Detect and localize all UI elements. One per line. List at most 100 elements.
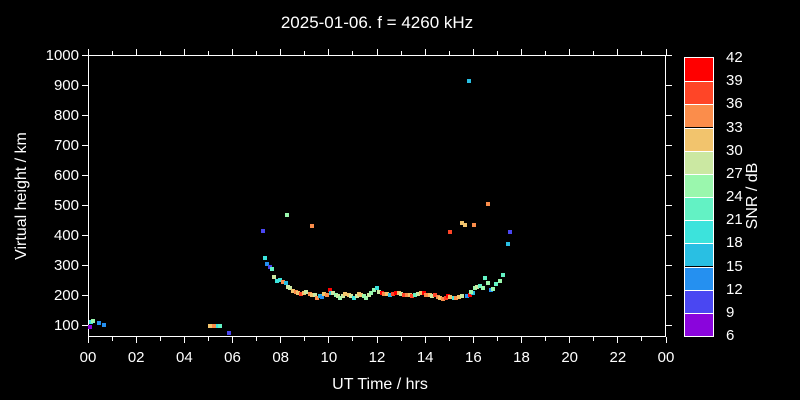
data-point (356, 292, 361, 297)
x-tick-label: 22 (609, 349, 627, 366)
y-tick-right (666, 324, 672, 326)
x-axis-label: UT Time / hrs (332, 376, 428, 393)
colorbar-segment (685, 150, 713, 174)
x-tick-top (545, 51, 547, 55)
x-tick (280, 337, 282, 343)
colorbar-tick-label: 6 (726, 327, 735, 344)
colorbar-tick-label: 39 (726, 72, 743, 90)
y-tick-right (666, 234, 672, 236)
x-tick-top (593, 51, 595, 55)
x-tick-top (256, 51, 258, 55)
x-tick-top (111, 51, 113, 55)
data-point (440, 297, 445, 302)
y-tick-label: 600 (53, 167, 79, 184)
colorbar-tick-label: 36 (726, 95, 743, 113)
data-point (320, 294, 325, 299)
data-point (369, 291, 374, 296)
x-tick (400, 337, 402, 341)
plot-title: 2025-01-06. f = 4260 kHz (280, 13, 474, 32)
colorbar-tick-label: 27 (726, 164, 743, 182)
x-tick-top (569, 49, 571, 55)
colorbar-tick-label: 30 (726, 141, 743, 159)
data-point (415, 291, 420, 296)
x-tick-top (352, 51, 354, 55)
colorbar-tick-label: 33 (726, 118, 743, 136)
x-tick-label: 16 (464, 349, 482, 366)
x-tick (111, 337, 113, 341)
colorbar-segment (685, 58, 713, 82)
y-tick-label: 400 (53, 227, 79, 244)
x-tick-top (496, 51, 498, 55)
data-point (285, 284, 290, 289)
data-point (385, 291, 390, 296)
data-point (483, 275, 488, 280)
colorbar-label: SNR / dB (744, 162, 761, 230)
x-tick-top (183, 49, 185, 55)
data-point (264, 262, 269, 267)
data-point (354, 293, 359, 298)
data-point (460, 220, 465, 225)
data-point (485, 202, 490, 207)
data-point (335, 294, 340, 299)
plot-area (88, 55, 666, 337)
y-tick (82, 294, 88, 296)
data-point (215, 323, 220, 328)
data-point (359, 293, 364, 297)
data-point (472, 286, 477, 291)
y-tick-label: 100 (53, 317, 79, 334)
colorbar-segment (685, 220, 713, 244)
x-tick (569, 337, 571, 343)
data-point (413, 293, 418, 298)
data-point (208, 323, 213, 328)
x-tick (207, 337, 209, 341)
data-point (361, 294, 366, 299)
data-point (312, 293, 317, 297)
y-tick (82, 204, 88, 206)
y-tick (82, 114, 88, 116)
data-point (466, 78, 471, 83)
x-tick-top (328, 49, 330, 55)
colorbar-tick-label: 42 (726, 49, 743, 66)
x-tick-label: 12 (368, 349, 386, 366)
data-point (388, 293, 393, 298)
x-tick (521, 337, 522, 343)
x-tick-label: 14 (416, 349, 434, 366)
data-point (460, 294, 465, 299)
colorbar-segment (685, 173, 713, 197)
y-tick-right (666, 54, 672, 56)
data-point (346, 293, 351, 297)
x-tick (352, 337, 354, 341)
data-point (407, 292, 412, 297)
x-tick (496, 337, 498, 341)
data-point (393, 290, 398, 295)
data-point (491, 287, 496, 292)
y-tick-right (666, 174, 672, 176)
data-point (317, 293, 322, 298)
data-point (427, 293, 432, 298)
x-tick (256, 337, 258, 341)
colorbar-segment (685, 104, 713, 128)
x-tick-top (376, 49, 378, 55)
colorbar-segment (685, 81, 713, 105)
y-tick (82, 264, 88, 266)
x-tick (376, 337, 378, 343)
x-tick-label: 06 (224, 349, 241, 366)
y-tick-label: 700 (53, 137, 79, 154)
data-point (280, 280, 285, 285)
y-tick-right (666, 84, 672, 86)
x-tick (545, 337, 547, 341)
data-point (446, 294, 451, 299)
y-tick (82, 324, 88, 326)
data-point (87, 324, 92, 329)
x-tick-top (665, 49, 667, 55)
data-point (275, 278, 280, 283)
data-point (269, 267, 274, 272)
data-point (430, 294, 435, 299)
x-tick (304, 337, 306, 341)
data-point (288, 286, 293, 291)
data-point (494, 281, 499, 286)
data-point (506, 242, 511, 247)
data-point (101, 323, 106, 327)
data-point (349, 294, 354, 299)
x-tick-top (641, 51, 643, 55)
